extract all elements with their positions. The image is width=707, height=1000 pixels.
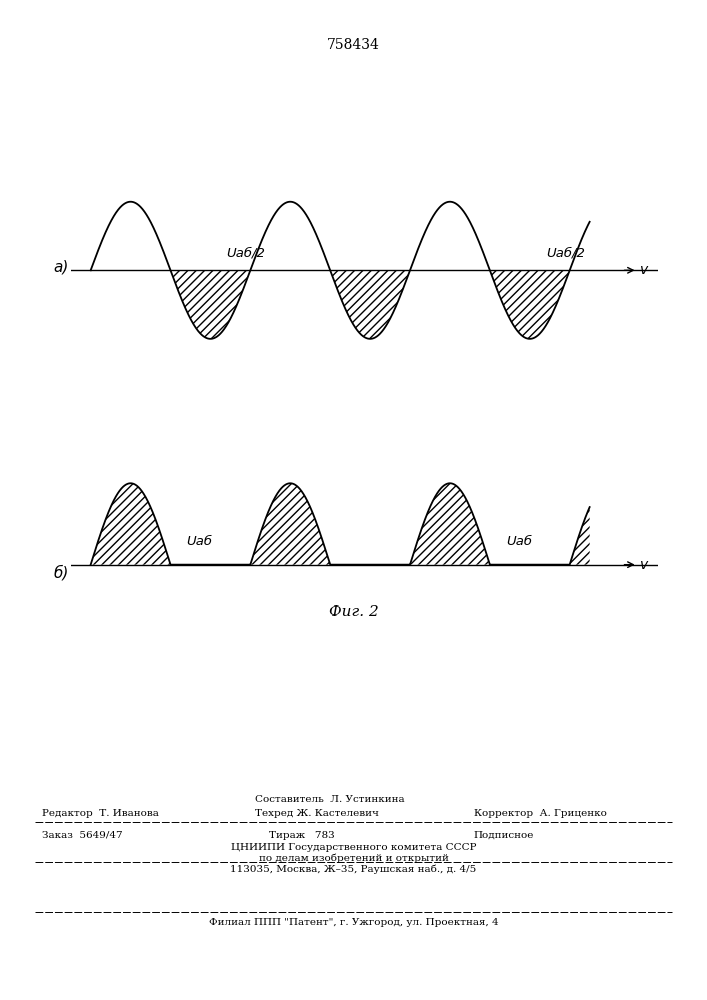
Text: Заказ  5649/47: Заказ 5649/47 <box>42 831 123 840</box>
Text: Uаб/2: Uаб/2 <box>226 247 265 260</box>
Text: Uаб: Uаб <box>506 535 532 548</box>
Text: б): б) <box>53 565 69 581</box>
Text: а): а) <box>53 259 69 274</box>
Text: ЦНИИПИ Государственного комитета СССР: ЦНИИПИ Государственного комитета СССР <box>230 843 477 852</box>
Text: Редактор  Т. Иванова: Редактор Т. Иванова <box>42 809 159 818</box>
Text: Uаб: Uаб <box>187 535 213 548</box>
Text: по делам изобретений и открытий: по делам изобретений и открытий <box>259 854 448 863</box>
Text: Корректор  А. Гриценко: Корректор А. Гриценко <box>474 809 607 818</box>
Text: v: v <box>640 263 648 277</box>
Text: Подписное: Подписное <box>474 831 534 840</box>
Text: 113035, Москва, Ж–35, Раушская наб., д. 4/5: 113035, Москва, Ж–35, Раушская наб., д. … <box>230 864 477 874</box>
Text: Uаб/2: Uаб/2 <box>546 247 585 260</box>
Text: 758434: 758434 <box>327 38 380 52</box>
Text: v: v <box>640 558 648 572</box>
Text: Тираж   783: Тираж 783 <box>269 831 334 840</box>
Text: Техред Ж. Кастелевич: Техред Ж. Кастелевич <box>255 809 378 818</box>
Text: Фиг. 2: Фиг. 2 <box>329 605 378 619</box>
Text: Филиал ППП "Патент", г. Ужгород, ул. Проектная, 4: Филиал ППП "Патент", г. Ужгород, ул. Про… <box>209 918 498 927</box>
Text: Составитель  Л. Устинкина: Составитель Л. Устинкина <box>255 795 404 804</box>
